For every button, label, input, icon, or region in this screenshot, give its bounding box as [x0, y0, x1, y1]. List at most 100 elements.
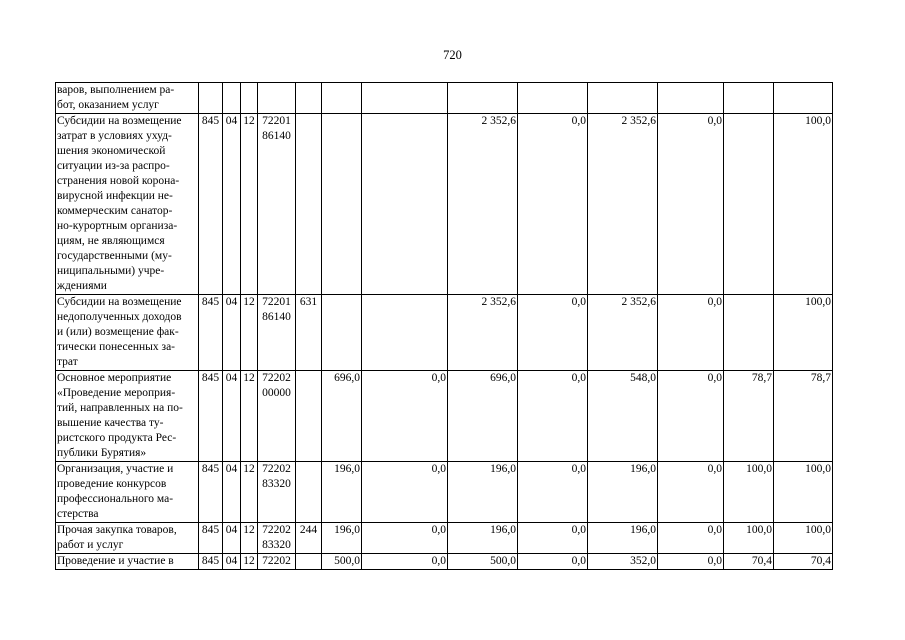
cell-value-3 — [447, 82, 518, 114]
cell-name: Основное мероприятие «Проведение меропри… — [55, 370, 199, 462]
cell-grbs — [198, 82, 223, 114]
cell-value-6 — [657, 82, 724, 114]
cell-value-2: 0,0 — [361, 522, 448, 554]
cell-value-8: 100,0 — [773, 294, 833, 371]
cell-value-5: 548,0 — [587, 370, 658, 462]
cell-value-7 — [723, 294, 774, 371]
cell-value-7 — [723, 113, 774, 295]
budget-table-body: варов, выполнением ра- бот, оказанием ус… — [55, 82, 833, 570]
cell-value-4: 0,0 — [517, 553, 588, 570]
cell-name: Проведение и участие в — [55, 553, 199, 570]
page-number: 720 — [443, 48, 462, 62]
table-row: Прочая закупка товаров, работ и услуг 845… — [55, 522, 833, 554]
cell-value-2 — [361, 294, 448, 371]
cell-value-2: 0,0 — [361, 461, 448, 523]
cell-value-4: 0,0 — [517, 113, 588, 295]
cell-name: Субсидии на возмещение недополученных до… — [55, 294, 199, 371]
cell-value-7 — [723, 82, 774, 114]
cell-value-8: 78,7 — [773, 370, 833, 462]
cell-grbs: 845 — [198, 370, 223, 462]
budget-table: варов, выполнением ра- бот, оказанием ус… — [55, 82, 833, 570]
cell-vid-rashodov: 631 — [295, 294, 322, 371]
cell-value-5: 196,0 — [587, 461, 658, 523]
cell-razdel: 04 — [222, 553, 241, 570]
cell-vid-rashodov — [295, 113, 322, 295]
cell-value-2: 0,0 — [361, 553, 448, 570]
table-row: варов, выполнением ра- бот, оказанием ус… — [55, 82, 833, 114]
cell-value-3: 196,0 — [447, 522, 518, 554]
cell-value-2 — [361, 82, 448, 114]
cell-value-6: 0,0 — [657, 113, 724, 295]
cell-value-5 — [587, 82, 658, 114]
cell-value-6: 0,0 — [657, 553, 724, 570]
cell-value-4 — [517, 82, 588, 114]
cell-podrazdel: 12 — [240, 294, 258, 371]
cell-razdel: 04 — [222, 522, 241, 554]
cell-value-3: 2 352,6 — [447, 113, 518, 295]
cell-value-3: 2 352,6 — [447, 294, 518, 371]
cell-value-1: 196,0 — [321, 461, 362, 523]
cell-target-code — [257, 82, 296, 114]
cell-value-3: 500,0 — [447, 553, 518, 570]
cell-target-code: 72201 86140 — [257, 294, 296, 371]
table-row: Основное мероприятие «Проведение меропри… — [55, 370, 833, 462]
cell-value-8: 70,4 — [773, 553, 833, 570]
cell-value-8: 100,0 — [773, 113, 833, 295]
cell-value-7: 70,4 — [723, 553, 774, 570]
cell-value-3: 696,0 — [447, 370, 518, 462]
cell-razdel: 04 — [222, 461, 241, 523]
cell-target-code: 72202 00000 — [257, 370, 296, 462]
cell-value-1 — [321, 294, 362, 371]
cell-podrazdel — [240, 82, 258, 114]
cell-value-4: 0,0 — [517, 294, 588, 371]
table-row: Организация, участие и проведение конкур… — [55, 461, 833, 523]
cell-vid-rashodov — [295, 461, 322, 523]
cell-value-5: 352,0 — [587, 553, 658, 570]
table-row: Проведение и участие в 845 04 12 72202 500,0 0… — [55, 553, 833, 570]
cell-value-8: 100,0 — [773, 461, 833, 523]
cell-podrazdel: 12 — [240, 553, 258, 570]
cell-value-3: 196,0 — [447, 461, 518, 523]
cell-podrazdel: 12 — [240, 522, 258, 554]
cell-value-4: 0,0 — [517, 522, 588, 554]
cell-target-code: 72202 83320 — [257, 522, 296, 554]
cell-value-6: 0,0 — [657, 522, 724, 554]
cell-value-8 — [773, 82, 833, 114]
cell-value-7: 100,0 — [723, 461, 774, 523]
cell-grbs: 845 — [198, 294, 223, 371]
cell-value-7: 100,0 — [723, 522, 774, 554]
cell-grbs: 845 — [198, 461, 223, 523]
cell-value-1: 696,0 — [321, 370, 362, 462]
cell-vid-rashodov: 244 — [295, 522, 322, 554]
cell-razdel: 04 — [222, 113, 241, 295]
cell-value-6: 0,0 — [657, 294, 724, 371]
cell-target-code: 72202 83320 — [257, 461, 296, 523]
cell-vid-rashodov — [295, 82, 322, 114]
cell-podrazdel: 12 — [240, 461, 258, 523]
cell-name: Организация, участие и проведение конкур… — [55, 461, 199, 523]
cell-grbs: 845 — [198, 553, 223, 570]
cell-value-8: 100,0 — [773, 522, 833, 554]
cell-podrazdel: 12 — [240, 370, 258, 462]
cell-razdel: 04 — [222, 294, 241, 371]
cell-value-5: 2 352,6 — [587, 113, 658, 295]
cell-name: варов, выполнением ра- бот, оказанием ус… — [55, 82, 199, 114]
cell-vid-rashodov — [295, 370, 322, 462]
cell-value-4: 0,0 — [517, 461, 588, 523]
cell-target-code: 72202 — [257, 553, 296, 570]
cell-value-5: 2 352,6 — [587, 294, 658, 371]
cell-value-1 — [321, 82, 362, 114]
cell-name: Прочая закупка товаров, работ и услуг — [55, 522, 199, 554]
cell-value-2: 0,0 — [361, 370, 448, 462]
table-row: Субсидии на возмещение недополученных до… — [55, 294, 833, 371]
cell-target-code: 72201 86140 — [257, 113, 296, 295]
cell-grbs: 845 — [198, 522, 223, 554]
cell-value-1: 500,0 — [321, 553, 362, 570]
cell-value-6: 0,0 — [657, 370, 724, 462]
cell-razdel — [222, 82, 241, 114]
cell-name: Субсидии на возмещение затрат в условиях… — [55, 113, 199, 295]
cell-value-1 — [321, 113, 362, 295]
table-row: Субсидии на возмещение затрат в условиях… — [55, 113, 833, 295]
cell-podrazdel: 12 — [240, 113, 258, 295]
cell-value-4: 0,0 — [517, 370, 588, 462]
